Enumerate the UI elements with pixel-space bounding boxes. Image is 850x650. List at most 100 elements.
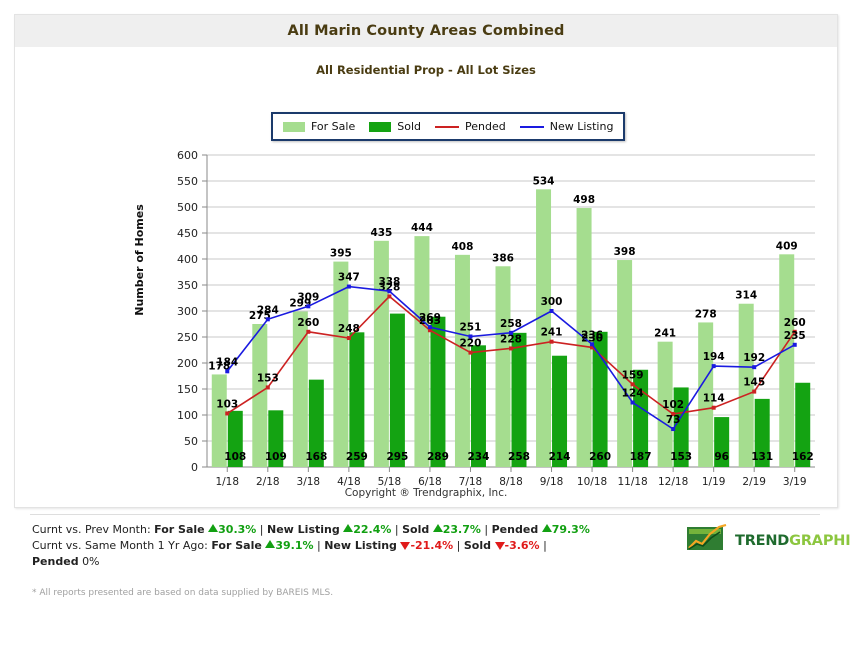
pended-label: 260 (784, 317, 806, 329)
pended-point[interactable] (225, 411, 230, 416)
pended-point[interactable] (590, 345, 595, 350)
chart-plot-area: Number of Homes 0 50 100 150 200 250 300 350 400… (15, 145, 837, 505)
stats-metric-value: 23.7% (442, 523, 481, 536)
bar-sold[interactable] (268, 410, 284, 467)
bar-for-sale[interactable] (333, 261, 349, 467)
new-listing-point[interactable] (590, 342, 595, 347)
new-listing-point[interactable] (468, 334, 473, 339)
pended-point[interactable] (306, 329, 311, 334)
new-listing-point[interactable] (387, 289, 392, 294)
stats-line-prev-month: Curnt vs. Prev Month: For Sale 30.3% | N… (32, 523, 590, 536)
new-listing-label: 236 (581, 329, 603, 341)
new-listing-point[interactable] (225, 369, 230, 374)
bar-sold[interactable] (714, 417, 730, 467)
stats-metric-label: New Listing (267, 523, 340, 536)
legend-item-pended[interactable]: Pended (435, 120, 506, 133)
bar-for-sale[interactable] (292, 311, 308, 467)
pended-label: 220 (460, 338, 482, 350)
bar-for-sale[interactable] (617, 260, 633, 467)
arrow-up-icon (541, 524, 552, 532)
logo-trend-text: TREND (735, 532, 790, 549)
new-listing-point[interactable] (671, 427, 676, 432)
bar-for-sale[interactable] (536, 189, 552, 467)
bar-label-for-sale: 398 (614, 246, 636, 258)
bar-for-sale[interactable] (738, 303, 754, 467)
new-listing-label: 284 (257, 304, 279, 316)
pended-point[interactable] (549, 339, 554, 344)
trendgraphix-logo[interactable]: TRENDGRAPHIX (686, 524, 850, 554)
bar-label-for-sale: 278 (695, 308, 717, 320)
pended-label: 102 (662, 399, 684, 411)
y-axis-tick-label: 0 (191, 461, 198, 474)
new-listing-point[interactable] (630, 400, 635, 405)
bar-sold[interactable] (795, 382, 811, 467)
x-axis-tick-label: 5/18 (378, 476, 402, 488)
new-listing-label: 124 (622, 388, 644, 400)
new-listing-point[interactable] (752, 365, 757, 370)
bar-sold[interactable] (227, 410, 243, 467)
x-axis-tick-label: 2/18 (256, 476, 280, 488)
legend-label: Pended (465, 120, 506, 133)
pended-point[interactable] (752, 389, 757, 394)
bar-for-sale[interactable] (495, 266, 511, 467)
y-axis-tick-label: 600 (177, 149, 198, 162)
bar-sold[interactable] (470, 345, 486, 467)
bar-label-sold: 187 (630, 451, 652, 463)
bar-for-sale[interactable] (657, 341, 673, 467)
stats-metric-value: 30.3% (218, 523, 257, 536)
pended-point[interactable] (792, 329, 797, 334)
pended-label: 159 (622, 369, 644, 381)
pended-point[interactable] (468, 350, 473, 355)
legend-item-new-listing[interactable]: New Listing (519, 120, 613, 133)
legend-item-sold[interactable]: Sold (369, 120, 421, 133)
new-listing-point[interactable] (306, 304, 311, 309)
bar-sold[interactable] (511, 332, 527, 467)
bar-sold[interactable] (633, 369, 649, 467)
new-listing-point[interactable] (792, 342, 797, 347)
new-listing-point[interactable] (549, 309, 554, 313)
bar-label-sold: 162 (792, 451, 814, 463)
bar-for-sale[interactable] (779, 254, 795, 467)
bar-label-sold: 258 (508, 451, 530, 463)
bar-sold[interactable] (308, 379, 324, 467)
pended-point[interactable] (630, 382, 635, 387)
new-listing-point[interactable] (346, 284, 351, 289)
stats-metric-value: -3.6% (504, 539, 540, 552)
pended-point[interactable] (711, 405, 716, 410)
bar-label-for-sale: 314 (735, 290, 757, 302)
bar-sold[interactable] (349, 332, 365, 467)
bar-sold[interactable] (430, 316, 446, 467)
new-listing-point[interactable] (711, 364, 716, 369)
bar-sold[interactable] (389, 313, 405, 467)
bar-sold[interactable] (673, 387, 689, 467)
pended-point[interactable] (509, 346, 513, 351)
pended-label: 248 (338, 323, 360, 335)
bar-sold[interactable] (592, 331, 608, 467)
new-listing-label: 300 (541, 296, 563, 308)
pended-point[interactable] (671, 411, 676, 416)
new-listing-point[interactable] (427, 325, 432, 330)
pended-point[interactable] (265, 385, 270, 390)
new-listing-label: 235 (784, 330, 806, 342)
new-listing-label: 251 (460, 321, 482, 333)
pended-point[interactable] (346, 336, 351, 341)
bar-for-sale[interactable] (698, 322, 714, 467)
bar-label-for-sale: 178 (208, 360, 230, 372)
bar-sold[interactable] (552, 355, 568, 467)
bar-for-sale[interactable] (414, 236, 430, 467)
legend-item-for-sale[interactable]: For Sale (283, 120, 355, 133)
pended-point[interactable] (387, 294, 392, 299)
bar-sold[interactable] (754, 398, 770, 467)
new-listing-point[interactable] (509, 330, 513, 335)
stats-metric-label: Pended (32, 555, 79, 568)
bar-for-sale[interactable] (454, 254, 470, 467)
legend-swatch (369, 121, 392, 132)
bar-for-sale[interactable] (373, 240, 389, 467)
bar-for-sale[interactable] (211, 374, 227, 467)
bar-label-sold: 109 (265, 451, 287, 463)
y-axis-tick-label: 250 (177, 331, 198, 344)
bar-for-sale[interactable] (252, 324, 268, 467)
new-listing-point[interactable] (265, 317, 270, 322)
y-axis-tick-label: 200 (177, 357, 198, 370)
pended-point[interactable] (427, 328, 432, 333)
